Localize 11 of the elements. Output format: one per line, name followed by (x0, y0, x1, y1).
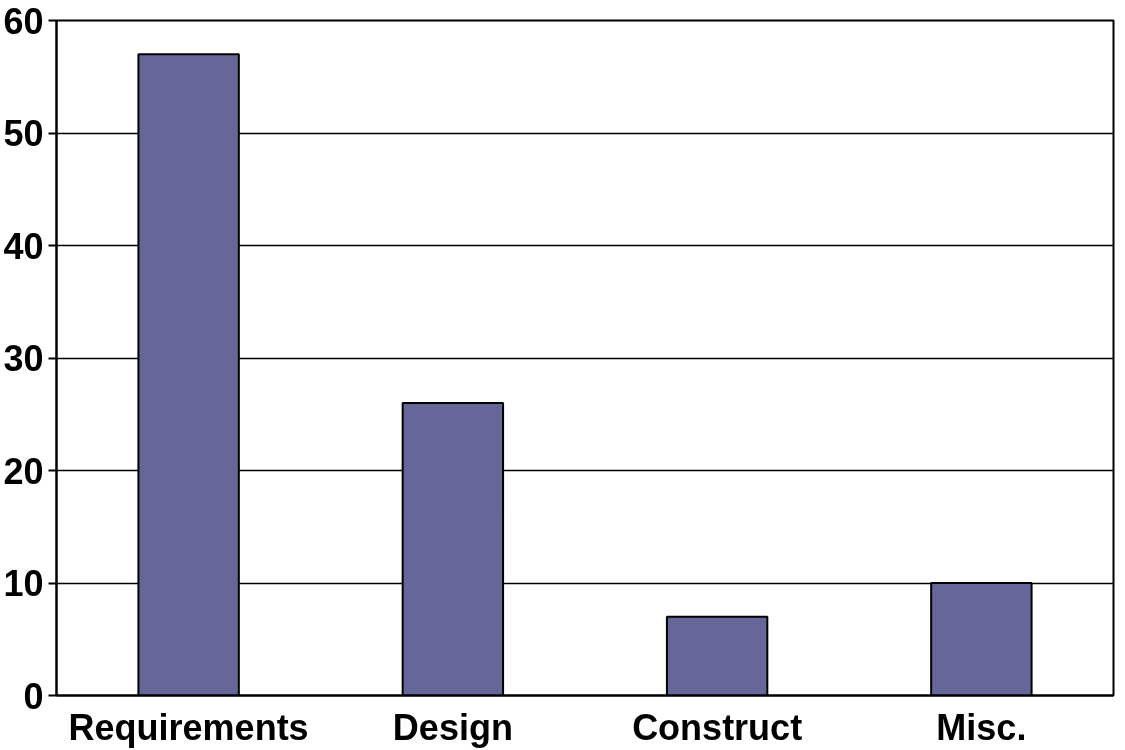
x-tick-label: Design (392, 706, 513, 748)
y-tick-label: 10 (3, 563, 44, 604)
x-tick-label: Requirements (68, 706, 309, 748)
y-tick-label: 50 (3, 113, 44, 154)
y-tick-label: 60 (3, 0, 44, 42)
y-tick-label: 40 (3, 225, 44, 267)
x-tick-label: Misc. (936, 706, 1027, 748)
y-tick-label: 30 (3, 338, 44, 379)
x-tick-label: Construct (632, 706, 803, 748)
y-tick-label: 0 (23, 675, 44, 717)
y-tick-label: 20 (3, 450, 44, 492)
